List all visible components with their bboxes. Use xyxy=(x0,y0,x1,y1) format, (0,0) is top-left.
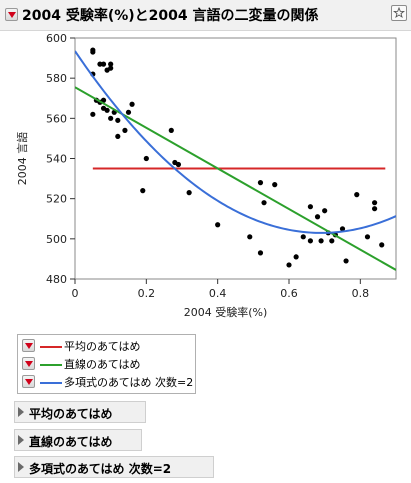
red-triangle-menu-icon[interactable] xyxy=(22,357,35,370)
data-point xyxy=(257,250,264,256)
data-point xyxy=(143,155,149,162)
data-point xyxy=(125,109,132,115)
x-tick-label: 0.6 xyxy=(280,287,298,300)
data-point xyxy=(318,238,324,244)
bivariate-chart: 480 500 520 540 560 580 600 0 0.2 0.4 0.6 0.8 2004 受… xyxy=(15,32,397,319)
red-triangle-menu-icon[interactable] xyxy=(5,8,18,21)
data-point xyxy=(372,206,378,212)
y-tick-label: 500 xyxy=(46,233,67,246)
data-point xyxy=(354,192,360,198)
outline-linear-fit[interactable]: 直線のあてはめ xyxy=(14,429,142,451)
legend-item-linear: 直線のあてはめ xyxy=(18,356,196,372)
data-point xyxy=(307,238,313,244)
legend-panel: 平均のあてはめ 直線のあてはめ 多項式のあてはめ 次数=2 xyxy=(17,334,196,394)
data-point xyxy=(97,61,103,67)
data-point xyxy=(100,97,107,103)
data-point xyxy=(215,222,221,228)
data-point xyxy=(140,188,146,194)
data-point xyxy=(90,49,96,55)
y-tick-label: 600 xyxy=(46,32,67,45)
outline-label: 多項式のあてはめ 次数=2 xyxy=(29,462,172,476)
y-tick-label: 520 xyxy=(46,193,67,206)
data-point xyxy=(257,180,264,186)
red-triangle-menu-icon[interactable] xyxy=(22,339,35,352)
data-point xyxy=(261,200,267,206)
outline-label: 平均のあてはめ xyxy=(29,407,113,421)
polynomial-fit-curve xyxy=(75,50,396,234)
data-point xyxy=(322,208,328,214)
data-point xyxy=(339,226,346,232)
linear-fit-line xyxy=(75,86,396,271)
y-tick-label: 580 xyxy=(46,72,67,85)
y-tick-label: 540 xyxy=(46,153,67,166)
data-point xyxy=(175,161,182,168)
data-point xyxy=(122,127,128,133)
data-point xyxy=(129,101,135,107)
data-point xyxy=(186,190,192,196)
title-bar: 2004 受験率(%)と2004 言語の二変量の関係 xyxy=(0,0,411,31)
legend-item-polynomial: 多項式のあてはめ 次数=2 xyxy=(18,374,196,390)
data-point xyxy=(272,182,278,188)
x-tick-label: 0.8 xyxy=(352,287,370,300)
data-point xyxy=(100,61,107,67)
data-point xyxy=(364,234,371,240)
data-point xyxy=(300,234,306,240)
disclosure-triangle-icon[interactable] xyxy=(18,435,24,445)
data-point xyxy=(379,242,385,248)
legend-label: 直線のあてはめ xyxy=(64,358,141,371)
data-point xyxy=(90,111,96,117)
data-point xyxy=(293,254,299,260)
data-point xyxy=(372,200,378,206)
data-point xyxy=(247,234,253,240)
data-point xyxy=(108,61,114,67)
data-point xyxy=(307,204,313,210)
x-tick-label: 0 xyxy=(72,287,79,300)
data-point xyxy=(314,214,321,220)
y-tick-label: 480 xyxy=(46,273,67,286)
disclosure-triangle-icon[interactable] xyxy=(18,407,24,417)
data-point xyxy=(168,127,174,133)
outline-label: 直線のあてはめ xyxy=(29,435,113,449)
data-point xyxy=(115,133,121,140)
data-point xyxy=(108,65,114,71)
x-axis-label: 2004 受験率(%) xyxy=(184,305,268,319)
data-point xyxy=(329,238,335,244)
y-tick-label: 560 xyxy=(46,112,67,125)
red-triangle-menu-icon[interactable] xyxy=(22,375,35,388)
outline-polynomial-fit[interactable]: 多項式のあてはめ 次数=2 xyxy=(14,456,214,478)
star-bookmark-icon[interactable] xyxy=(391,5,407,21)
disclosure-triangle-icon[interactable] xyxy=(18,462,24,472)
data-point xyxy=(108,115,114,121)
data-point xyxy=(286,262,292,268)
x-tick-label: 0.4 xyxy=(209,287,227,300)
data-point xyxy=(343,258,349,264)
y-axis-label: 2004 言語 xyxy=(15,132,29,186)
legend-item-mean: 平均のあてはめ xyxy=(18,338,196,354)
data-point xyxy=(115,117,121,123)
report-title: 2004 受験率(%)と2004 言語の二変量の関係 xyxy=(22,8,319,24)
outline-mean-fit[interactable]: 平均のあてはめ xyxy=(14,401,146,423)
legend-swatch-mean xyxy=(40,346,62,348)
legend-label: 平均のあてはめ xyxy=(64,340,141,353)
legend-swatch-polynomial xyxy=(40,382,62,384)
legend-label: 多項式のあてはめ 次数=2 xyxy=(64,376,194,389)
legend-swatch-linear xyxy=(40,364,62,366)
x-tick-label: 0.2 xyxy=(138,287,156,300)
data-point xyxy=(104,107,110,113)
